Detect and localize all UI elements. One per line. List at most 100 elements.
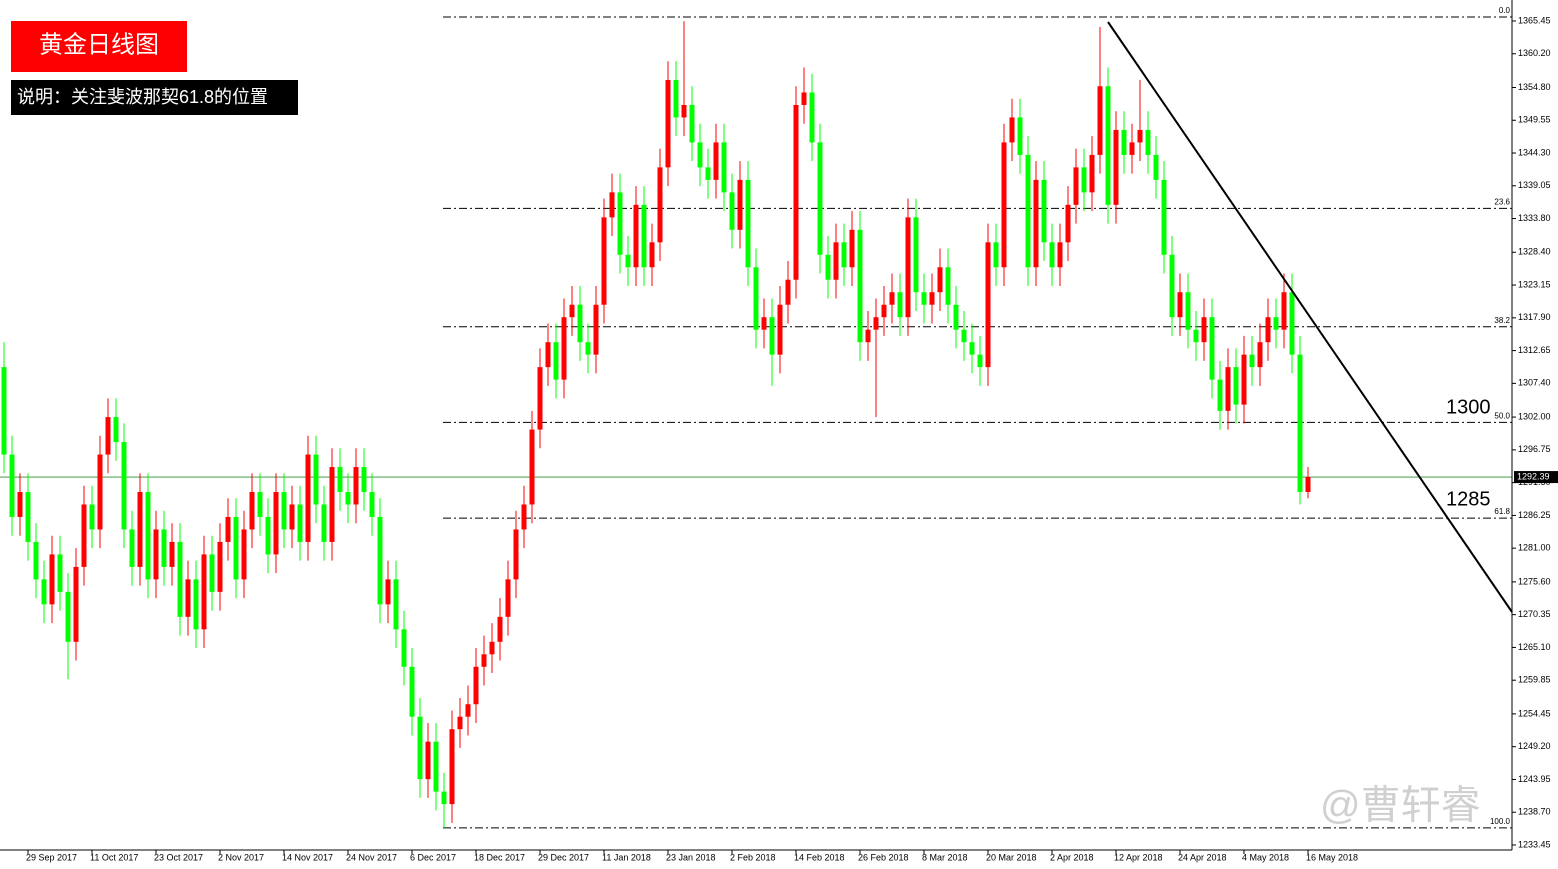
fib-label: 50.0 xyxy=(1494,411,1510,420)
candle-body xyxy=(1041,179,1047,243)
candle-body xyxy=(385,579,391,605)
candle-body xyxy=(1081,167,1087,193)
candle-body xyxy=(601,217,607,305)
candle-body xyxy=(561,317,567,380)
candle-body xyxy=(1281,292,1287,330)
candle-body xyxy=(713,142,719,180)
candle-body xyxy=(1089,154,1095,193)
candle-body xyxy=(1113,129,1119,205)
x-tick-label: 12 Apr 2018 xyxy=(1114,852,1163,862)
y-tick-label: 1312.65 xyxy=(1518,345,1551,355)
watermark: @曹轩睿 xyxy=(1320,784,1481,828)
y-tick-label: 1265.10 xyxy=(1518,642,1551,652)
candle-body xyxy=(281,491,287,530)
candle-body xyxy=(745,179,751,268)
candle-body xyxy=(1289,292,1295,355)
candle-body xyxy=(513,529,519,580)
candle-body xyxy=(553,342,559,380)
candle-body xyxy=(113,417,119,443)
price-box xyxy=(1514,471,1558,484)
candle-body xyxy=(1073,167,1079,205)
candle-body xyxy=(49,554,55,605)
y-tick-label: 1317.90 xyxy=(1518,312,1551,322)
candle-body xyxy=(801,92,807,105)
trend-line xyxy=(1107,21,1513,613)
candle-body xyxy=(809,92,815,143)
candle-body xyxy=(1233,367,1239,405)
candle-body xyxy=(1201,317,1207,343)
candle-body xyxy=(673,79,679,118)
candle-body xyxy=(1177,292,1183,318)
title-box xyxy=(11,21,187,72)
candle-body xyxy=(1065,204,1071,243)
candle-body xyxy=(9,454,15,517)
candle-body xyxy=(729,192,735,230)
candle-body xyxy=(657,167,663,243)
candle-body xyxy=(1121,129,1127,155)
candle-body xyxy=(329,467,335,542)
candle-body xyxy=(1105,86,1111,205)
candle-body xyxy=(1161,179,1167,255)
candle-body xyxy=(249,491,255,530)
candle-body xyxy=(793,104,799,280)
candle-body xyxy=(649,242,655,268)
y-tick-label: 1233.45 xyxy=(1518,839,1551,849)
candle-body xyxy=(761,317,767,330)
candle-body xyxy=(89,504,95,530)
fib-label: 61.8 xyxy=(1494,507,1510,516)
candle-body xyxy=(313,454,319,505)
candle-body xyxy=(993,242,999,268)
candle-body xyxy=(625,254,631,268)
candle-body xyxy=(121,442,127,530)
x-tick-label: 26 Feb 2018 xyxy=(858,852,909,862)
candle-body xyxy=(505,579,511,617)
x-tick-label: 2 Apr 2018 xyxy=(1050,852,1094,862)
candle-body xyxy=(785,279,791,305)
candle-body xyxy=(1273,317,1279,330)
candle-body xyxy=(449,729,455,805)
candle-body xyxy=(321,504,327,542)
candle-body xyxy=(913,217,919,293)
candle-body xyxy=(633,204,639,268)
x-tick-label: 14 Feb 2018 xyxy=(794,852,845,862)
fib-label: 38.2 xyxy=(1494,316,1510,325)
candle-body xyxy=(721,142,727,193)
candle-body xyxy=(361,467,367,492)
y-tick-label: 1286.25 xyxy=(1518,510,1551,520)
candle-body xyxy=(1249,354,1255,368)
candle-body xyxy=(697,142,703,168)
candle-body xyxy=(265,516,271,555)
axis-layer: 29 Sep 2017 11 Oct 2017 23 Oct 2017 2 Nov 2… xyxy=(26,15,1558,862)
candle-body xyxy=(185,579,191,617)
y-tick-label: 1360.20 xyxy=(1518,48,1551,58)
candle-body xyxy=(777,304,783,355)
candle-body xyxy=(897,292,903,318)
candle-body xyxy=(681,104,687,118)
candle-body xyxy=(849,229,855,268)
candle-body xyxy=(881,304,887,318)
y-tick-label: 1259.85 xyxy=(1518,675,1551,685)
candle-body xyxy=(273,491,279,555)
candle-body xyxy=(217,541,223,592)
candle-body xyxy=(1297,354,1303,492)
candle-body xyxy=(377,516,383,605)
candle-body xyxy=(825,254,831,280)
candle-body xyxy=(665,79,671,168)
candle-body xyxy=(1145,129,1151,155)
y-tick-label: 1302.00 xyxy=(1518,411,1551,421)
annotation: 1285 xyxy=(1446,488,1491,510)
candle-body xyxy=(841,242,847,268)
x-tick-label: 2 Nov 2017 xyxy=(218,852,264,862)
candle-body xyxy=(545,342,551,368)
candle-body xyxy=(161,529,167,567)
candle-body xyxy=(25,491,31,542)
candle-body xyxy=(1017,117,1023,155)
candle-body xyxy=(417,716,423,780)
candle-body xyxy=(145,491,151,580)
chart-title: 黄金日线图 xyxy=(39,31,159,58)
candle-body xyxy=(945,267,951,305)
candle-body xyxy=(689,104,695,143)
candle-body xyxy=(873,317,879,330)
y-tick-label: 1323.15 xyxy=(1518,279,1551,289)
candle-body xyxy=(1009,117,1015,143)
